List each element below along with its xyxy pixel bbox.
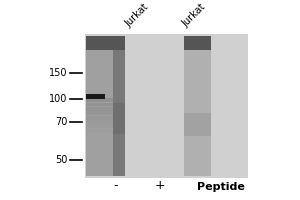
Bar <box>113 36 125 176</box>
Text: Jurkat: Jurkat <box>180 2 207 29</box>
Bar <box>184 113 211 136</box>
Bar <box>86 111 113 115</box>
Bar <box>184 36 211 176</box>
Bar <box>86 103 113 106</box>
Bar <box>86 124 113 128</box>
Bar <box>86 94 105 99</box>
Bar <box>86 98 113 102</box>
Bar <box>86 116 113 120</box>
Bar <box>184 36 211 50</box>
Bar <box>86 120 113 124</box>
Bar <box>85 34 248 178</box>
Text: 70: 70 <box>55 117 68 127</box>
Text: +: + <box>155 179 166 192</box>
Text: Peptide: Peptide <box>197 182 245 192</box>
Text: Jurkat: Jurkat <box>124 2 151 29</box>
Bar <box>86 36 113 176</box>
Bar <box>86 107 113 111</box>
Text: 100: 100 <box>49 94 68 104</box>
Bar <box>113 36 125 50</box>
Bar <box>113 103 125 134</box>
Bar <box>86 36 113 50</box>
Bar <box>86 129 113 133</box>
Text: 150: 150 <box>49 68 68 78</box>
Text: -: - <box>114 179 118 192</box>
Text: 50: 50 <box>55 155 68 165</box>
